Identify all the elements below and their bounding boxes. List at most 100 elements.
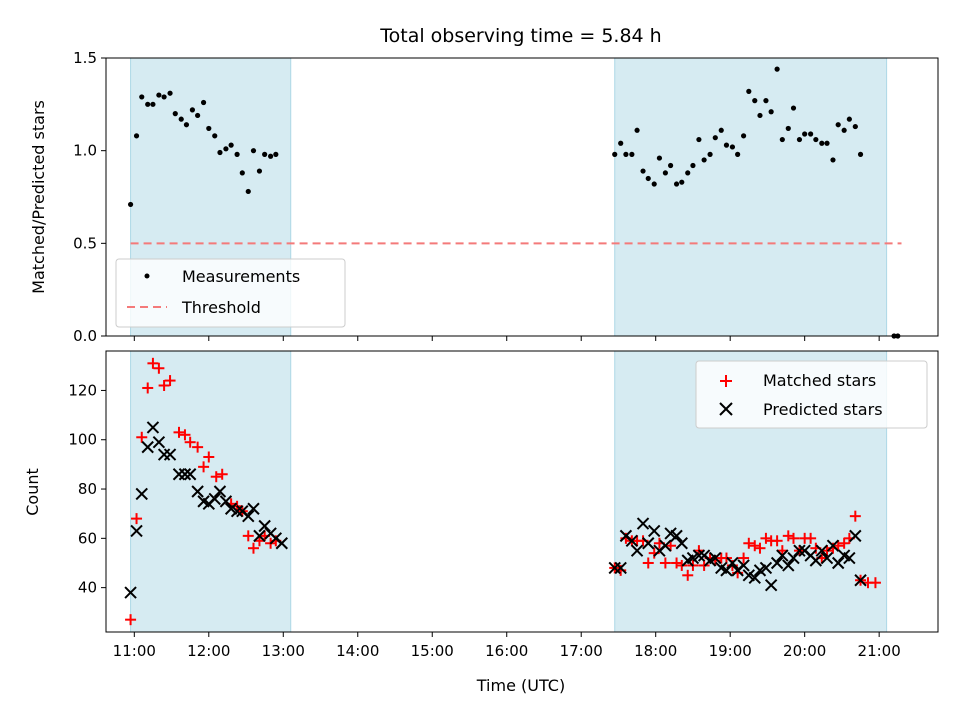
measurement-point — [796, 136, 803, 143]
predicted-star-point — [636, 517, 650, 530]
predicted-star-point — [141, 440, 154, 454]
matched-star-point — [153, 362, 165, 374]
matched-star-point — [682, 569, 694, 581]
predicted-star-point — [787, 551, 800, 565]
matched-star-point — [136, 431, 148, 443]
measurement-point — [768, 109, 774, 115]
predicted-star-point — [648, 524, 661, 538]
predicted-star-point — [826, 539, 840, 552]
measurement-point — [183, 122, 190, 128]
predicted-star-point — [230, 505, 244, 518]
matched-star-point — [142, 382, 154, 394]
legend-threshold-label: Threshold — [181, 298, 261, 317]
x-tick-label: 11:00 — [113, 642, 156, 660]
predicted-star-point — [737, 559, 750, 572]
measurement-point — [172, 111, 178, 117]
measurement-point — [250, 148, 257, 154]
matched-star-point — [192, 441, 204, 453]
count-y-label: Count — [23, 468, 42, 516]
matched-star-point — [760, 532, 772, 544]
measurement-point — [200, 99, 207, 106]
predicted-star-point — [770, 556, 784, 570]
measurement-point — [802, 131, 808, 137]
predicted-star-point — [247, 502, 260, 515]
chart-title: Total observing time = 5.84 h — [379, 25, 661, 47]
legend-measurements-label: Measurements — [182, 267, 300, 286]
measurement-point — [718, 127, 724, 133]
measurement-point — [774, 66, 780, 72]
measurement-point — [857, 151, 864, 157]
measurement-point — [729, 144, 736, 150]
predicted-star-point — [642, 537, 655, 550]
predicted-star-point — [625, 534, 639, 548]
legend-measurements-marker — [144, 273, 150, 279]
measurement-point — [808, 131, 814, 137]
predicted-star-point — [152, 435, 166, 449]
y-tick-label: 0.0 — [73, 327, 97, 345]
measurement-point — [752, 98, 758, 104]
measurement-point — [779, 136, 785, 143]
measurement-point — [612, 151, 618, 157]
matched-star-point — [771, 535, 783, 547]
measurement-point — [813, 136, 819, 143]
measurement-point — [262, 151, 268, 157]
matched-star-point — [754, 542, 766, 554]
predicted-star-point — [809, 554, 823, 567]
measurement-point — [790, 105, 797, 111]
measurement-point — [707, 151, 713, 157]
matched-star-point — [642, 557, 654, 569]
x-tick-label: 20:00 — [783, 642, 826, 660]
measurement-point — [167, 90, 173, 96]
predicted-star-point — [843, 551, 856, 565]
count-x-ticks: 11:00 12:00 13:00 14:00 15:00 16:00 17:00 18:00… — [113, 632, 901, 660]
measurement-points — [127, 66, 901, 339]
ratio-axes-frame — [105, 57, 939, 337]
matched-star-point — [158, 380, 170, 392]
predicted-star-point — [764, 578, 778, 592]
predicted-star-point — [782, 559, 795, 572]
predicted-star-point — [253, 529, 266, 543]
ratio-legend-box — [115, 258, 346, 328]
predicted-star-point — [183, 468, 197, 481]
measurement-point — [139, 94, 145, 100]
legend-matched-label: Matched stars — [763, 371, 876, 390]
y-tick-label: 80 — [78, 480, 97, 498]
measurement-point — [852, 123, 858, 130]
measurement-point — [662, 170, 668, 176]
measurement-point — [696, 136, 702, 143]
measurement-point — [685, 170, 691, 176]
predicted-star-point — [146, 421, 160, 434]
predicted-star-point — [815, 544, 829, 557]
x-tick-label: 21:00 — [858, 642, 901, 660]
predicted-star-point — [213, 485, 227, 498]
x-tick-label: 14:00 — [336, 642, 379, 660]
legend-predicted-label: Predicted stars — [763, 400, 883, 419]
y-tick-label: 120 — [68, 381, 97, 399]
x-tick-label: 15:00 — [411, 642, 454, 660]
matched-star-point — [247, 542, 259, 554]
measurement-point — [223, 146, 229, 152]
predicted-star-point — [759, 561, 773, 575]
predicted-star-point — [208, 492, 221, 506]
measurement-point — [690, 162, 696, 169]
predicted-star-point — [692, 549, 706, 562]
y-tick-label: 1.5 — [73, 49, 97, 67]
matched-star-point — [210, 471, 222, 483]
measurement-point — [757, 112, 763, 119]
matched-star-point — [743, 537, 755, 549]
ratio-x-ticks — [133, 336, 880, 341]
predicted-star-point — [191, 485, 204, 498]
predicted-star-point — [275, 537, 288, 550]
predicted-star-point — [178, 468, 192, 481]
measurement-point — [228, 142, 234, 148]
measurement-point — [830, 157, 836, 163]
observing-window-span — [130, 350, 292, 633]
matched-star-point — [131, 513, 143, 525]
x-tick-label: 18:00 — [634, 642, 677, 660]
predicted-star-point — [831, 556, 845, 570]
measurement-point — [712, 135, 718, 141]
predicted-star-point — [709, 551, 722, 565]
predicted-star-point — [820, 551, 834, 565]
predicted-star-point — [748, 571, 761, 584]
matched-star-point — [671, 557, 683, 569]
